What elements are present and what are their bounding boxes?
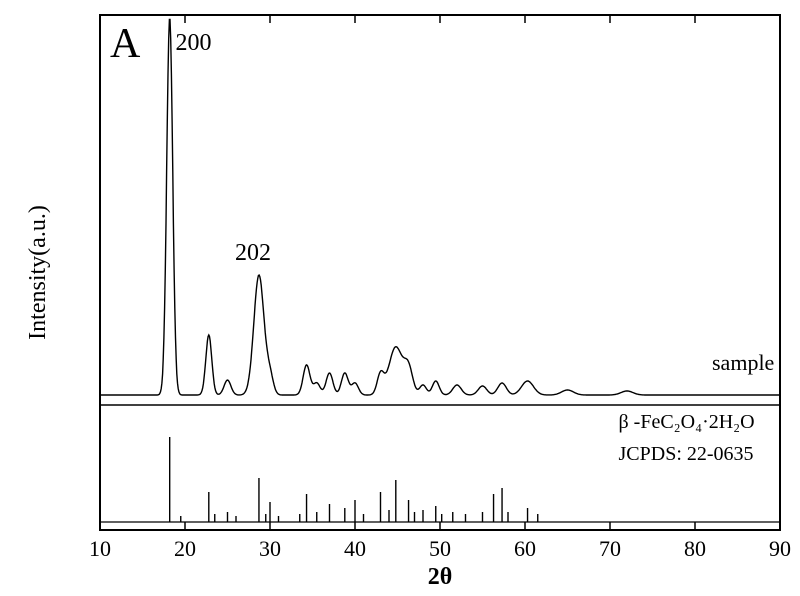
xtick-label: 80 — [684, 536, 706, 561]
xrd-chart: 10 20 30 40 50 60 70 80 90 2θ Intensity(a.u.) A 200 2… — [0, 0, 800, 596]
peak-label: 202 — [235, 240, 271, 266]
xtick-label: 40 — [344, 536, 366, 561]
xtick-label: 30 — [259, 536, 281, 561]
chart-svg: 10 20 30 40 50 60 70 80 90 2θ Intensity(a.u.) A 200 2… — [0, 0, 800, 596]
xtick-label: 60 — [514, 536, 536, 561]
xtick-label: 90 — [769, 536, 791, 561]
xtick-label: 50 — [429, 536, 451, 561]
ylabel: Intensity(a.u.) — [25, 205, 51, 340]
xtick-label: 10 — [89, 536, 111, 561]
annotation: β -FeC₂O₄·2H₂O — [619, 411, 755, 433]
annotation: sample — [712, 350, 774, 375]
xtick-label: 20 — [174, 536, 196, 561]
xlabel: 2θ — [428, 564, 453, 590]
annotation: JCPDS: 22-0635 — [619, 443, 754, 465]
panel-label: A — [110, 21, 141, 67]
peak-label: 200 — [176, 30, 212, 56]
xtick-label: 70 — [599, 536, 621, 561]
sample-curve — [100, 20, 780, 396]
